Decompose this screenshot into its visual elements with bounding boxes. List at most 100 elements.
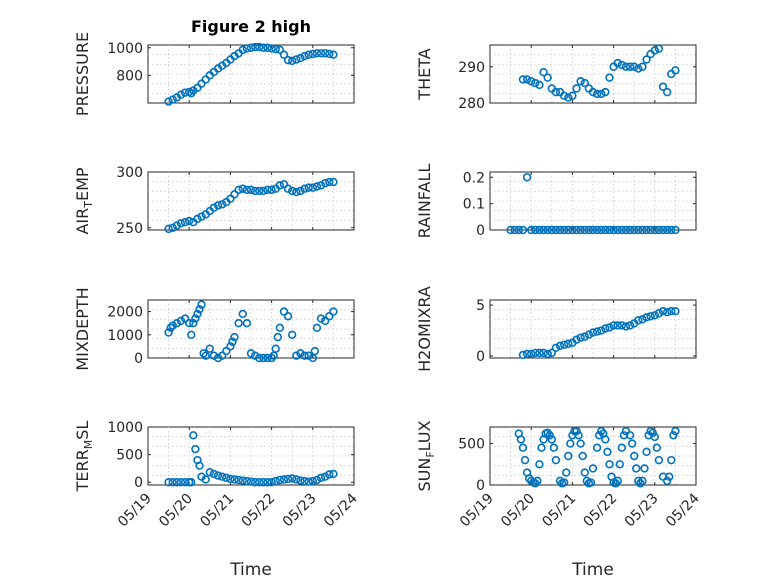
- data-point: [559, 340, 569, 349]
- data-point: [543, 225, 552, 235]
- data-point: [172, 319, 182, 328]
- data-point: [603, 447, 612, 457]
- data-point: [555, 341, 565, 350]
- y-tick-label: 800: [116, 68, 143, 84]
- data-point: [506, 225, 515, 235]
- x-tick-label: 05/21: [197, 491, 237, 531]
- data-point: [279, 180, 289, 189]
- data-point: [180, 217, 190, 227]
- data-point: [325, 49, 334, 59]
- subplot-2: 280 290 THETA: [415, 44, 697, 112]
- data-point: [217, 200, 227, 209]
- data-point: [625, 431, 635, 440]
- data-point: [226, 342, 235, 351]
- data-point: [597, 225, 606, 235]
- data-point: [531, 78, 540, 88]
- data-point: [584, 225, 594, 235]
- data-point: [642, 313, 651, 322]
- data-point: [304, 351, 313, 360]
- data-point: [572, 225, 581, 235]
- data-point: [518, 225, 528, 235]
- data-point: [654, 455, 664, 465]
- data-point: [516, 435, 526, 444]
- data-point: [549, 443, 559, 452]
- x-tick-label: 05/21: [539, 491, 579, 531]
- series-markers: [164, 42, 338, 106]
- data-point: [250, 351, 260, 360]
- data-point: [588, 464, 598, 473]
- data-point: [625, 225, 635, 235]
- y-tick-label: 1000: [107, 420, 143, 436]
- data-point: [609, 225, 618, 235]
- data-point: [201, 475, 210, 484]
- data-point: [537, 443, 546, 452]
- data-point: [250, 478, 260, 487]
- y-axis-label: THETA: [415, 48, 434, 100]
- data-point: [193, 309, 202, 319]
- data-point: [228, 337, 237, 346]
- data-point: [242, 185, 252, 195]
- data-point: [547, 225, 556, 235]
- x-tick-label: 05/23: [280, 491, 320, 531]
- data-point: [164, 224, 173, 234]
- data-point: [601, 324, 610, 333]
- data-point: [205, 468, 215, 477]
- data-point: [526, 349, 536, 359]
- data-point: [222, 473, 231, 483]
- data-point: [634, 316, 643, 325]
- data-point: [551, 343, 561, 353]
- data-point: [621, 62, 631, 71]
- data-point: [617, 443, 627, 452]
- data-point: [564, 93, 573, 102]
- data-point: [650, 432, 659, 442]
- data-point: [638, 476, 647, 486]
- data-point: [572, 335, 581, 344]
- data-point: [559, 91, 569, 100]
- data-point: [535, 348, 544, 358]
- data-point: [654, 44, 664, 53]
- data-point: [574, 431, 583, 440]
- data-point: [568, 225, 577, 235]
- data-point: [300, 476, 309, 486]
- data-point: [572, 426, 581, 436]
- data-point: [559, 225, 569, 235]
- data-point: [562, 468, 571, 477]
- x-tick-label: 05/22: [581, 491, 621, 531]
- data-point: [320, 472, 330, 481]
- data-point: [312, 49, 322, 58]
- grid: [490, 172, 696, 230]
- data-point: [267, 185, 276, 195]
- x-tick-label: 05/19: [457, 491, 497, 531]
- data-point: [296, 186, 305, 196]
- data-point: [617, 60, 627, 70]
- data-point: [671, 426, 680, 436]
- data-point: [185, 216, 194, 226]
- data-point: [283, 55, 293, 65]
- y-tick-label: 500: [458, 437, 485, 453]
- data-point: [168, 95, 177, 104]
- series-markers: [518, 306, 680, 360]
- x-tick-label: 05/20: [498, 491, 538, 531]
- data-point: [559, 478, 569, 487]
- data-point: [250, 42, 260, 52]
- data-point: [650, 311, 659, 320]
- grid: [148, 172, 354, 230]
- y-tick-label: 290: [458, 60, 485, 76]
- data-point: [329, 307, 338, 316]
- data-point: [662, 308, 672, 317]
- x-tick-label: 05/23: [622, 491, 662, 531]
- data-point: [518, 350, 528, 360]
- data-point: [288, 474, 297, 483]
- data-point: [288, 186, 297, 196]
- data-point: [259, 478, 268, 487]
- data-point: [213, 471, 223, 480]
- data-point: [642, 447, 651, 457]
- data-point: [209, 351, 219, 360]
- data-point: [539, 348, 548, 358]
- data-point: [551, 225, 561, 235]
- data-point: [510, 225, 519, 235]
- subplot-8: 0 500 SUNFLUX 05/19 05/20 05/21 05/22 05/23 05/2…: [415, 420, 703, 580]
- data-point: [329, 469, 338, 479]
- data-point: [180, 314, 190, 323]
- data-point: [601, 435, 610, 444]
